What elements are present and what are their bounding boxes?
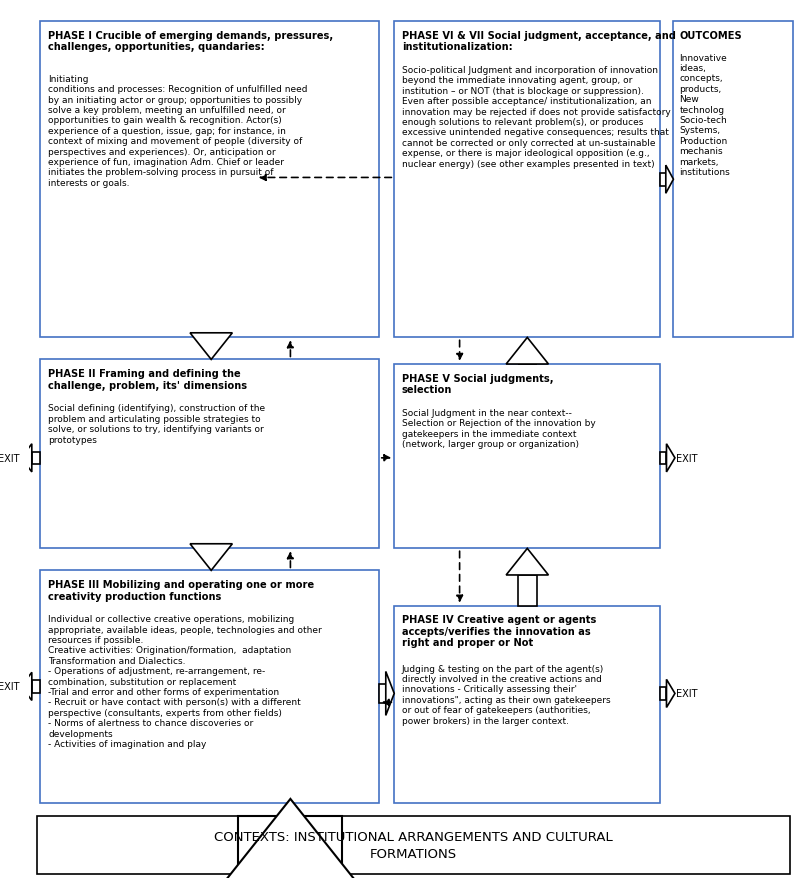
Text: CONTEXTS: INSTITUTIONAL ARRANGEMENTS AND CULTURAL: CONTEXTS: INSTITUTIONAL ARRANGEMENTS AND… <box>214 830 613 843</box>
Text: OUTCOMES: OUTCOMES <box>680 31 742 40</box>
Polygon shape <box>666 166 674 194</box>
FancyBboxPatch shape <box>394 606 660 803</box>
Text: Initiating
conditions and processes: Recognition of unfulfilled need
by an initi: Initiating conditions and processes: Rec… <box>48 75 308 188</box>
Text: Judging & testing on the part of the agent(s)
directly involved in the creative : Judging & testing on the part of the age… <box>402 664 610 724</box>
Text: FORMATIONS: FORMATIONS <box>370 847 457 860</box>
Polygon shape <box>32 680 41 693</box>
Text: Innovative
ideas,
concepts,
products,
New
technolog
Socio-tech
Systems,
Producti: Innovative ideas, concepts, products, Ne… <box>680 54 730 176</box>
Text: Social Judgment in the near context--
Selection or Rejection of the innovation b: Social Judgment in the near context-- Se… <box>402 408 595 449</box>
Polygon shape <box>22 444 32 472</box>
Polygon shape <box>22 673 32 701</box>
Polygon shape <box>666 444 675 472</box>
FancyBboxPatch shape <box>674 22 792 338</box>
Text: PHASE VI & VII Social judgment, acceptance, and
institutionalization:: PHASE VI & VII Social judgment, acceptan… <box>402 31 676 53</box>
Text: EXIT: EXIT <box>0 681 20 692</box>
Text: EXIT: EXIT <box>677 688 698 699</box>
Text: Socio-political Judgment and incorporation of innovation
beyond the immediate in: Socio-political Judgment and incorporati… <box>402 66 670 169</box>
Text: PHASE IV Creative agent or agents
accepts/verifies the innovation as
right and p: PHASE IV Creative agent or agents accept… <box>402 615 596 648</box>
FancyBboxPatch shape <box>41 571 379 803</box>
Polygon shape <box>239 816 342 878</box>
Polygon shape <box>660 174 666 186</box>
Text: Social defining (identifying), construction of the
problem and articulating poss: Social defining (identifying), construct… <box>48 404 265 444</box>
FancyBboxPatch shape <box>394 22 660 338</box>
Text: EXIT: EXIT <box>677 453 698 464</box>
FancyBboxPatch shape <box>394 364 660 549</box>
Polygon shape <box>666 680 675 708</box>
Polygon shape <box>506 549 548 575</box>
Polygon shape <box>32 452 41 464</box>
Text: PHASE II Framing and defining the
challenge, problem, its' dimensions: PHASE II Framing and defining the challe… <box>48 369 247 391</box>
Text: PHASE I Crucible of emerging demands, pressures,
challenge​s, opportunities, qua: PHASE I Crucible of emerging demands, pr… <box>48 31 334 53</box>
Polygon shape <box>660 687 666 700</box>
Polygon shape <box>385 672 394 716</box>
Text: PHASE V Social judgments,
selection: PHASE V Social judgments, selection <box>402 373 554 395</box>
Polygon shape <box>190 544 232 571</box>
Text: EXIT: EXIT <box>0 453 20 464</box>
Polygon shape <box>379 684 385 703</box>
FancyBboxPatch shape <box>41 360 379 549</box>
Polygon shape <box>202 544 221 549</box>
Polygon shape <box>175 799 405 878</box>
Polygon shape <box>190 334 232 360</box>
FancyBboxPatch shape <box>41 22 379 338</box>
Polygon shape <box>202 334 221 338</box>
Polygon shape <box>518 575 537 606</box>
Text: PHASE III Mobilizing and operating one or more
creativity production functions: PHASE III Mobilizing and operating one o… <box>48 579 314 601</box>
Polygon shape <box>660 452 666 464</box>
FancyBboxPatch shape <box>37 817 790 874</box>
Text: Individual or collective creative operations, mobilizing
appropriate, available : Individual or collective creative operat… <box>48 615 322 748</box>
Polygon shape <box>506 338 548 364</box>
